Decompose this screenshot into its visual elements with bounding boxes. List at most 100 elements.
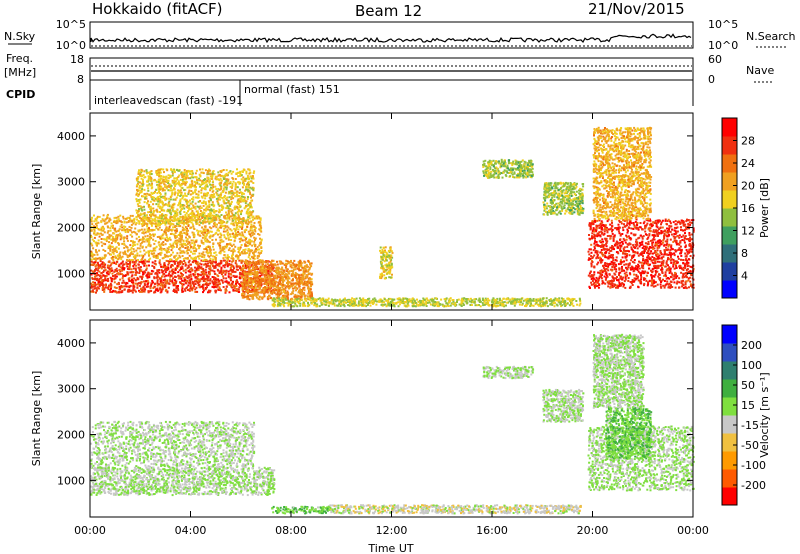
x-tick-label: 08:00 <box>275 524 307 537</box>
x-tick-label: 04:00 <box>175 524 207 537</box>
freq-label: Freq. <box>6 52 33 65</box>
colorbar-segment <box>722 226 737 245</box>
colorbar-tick-label: 15 <box>741 399 755 412</box>
y-tick-label: 4000 <box>57 337 85 350</box>
y-tick-label: 1000 <box>57 474 85 487</box>
colorbar-segment <box>722 379 737 398</box>
colorbar-tick-label: -50 <box>741 439 759 452</box>
power-panel: 1000 2000 3000 4000 Slant Range [km] 28 24 20 16… <box>30 112 771 311</box>
x-tick-label: 16:00 <box>476 524 508 537</box>
echo-region-6 <box>482 158 534 179</box>
y-tick-label: 4000 <box>57 130 85 143</box>
colorbar-tick-label: -100 <box>741 459 766 472</box>
echo-region-4 <box>482 365 535 380</box>
date-title: 21/Nov/2015 <box>588 0 685 18</box>
colorbar-label: Velocity [m s⁻¹] <box>758 372 771 457</box>
cpid-mode-1: interleavedscan (fast) -191 <box>94 94 243 107</box>
nsky-tick-top: 10^5 <box>56 18 86 31</box>
y-tick-label: 2000 <box>57 429 85 442</box>
colorbar-segment <box>722 118 737 137</box>
nsearch-tick-top: 10^5 <box>708 18 738 31</box>
echo-region-7 <box>542 181 585 216</box>
colorbar-segment <box>722 361 737 380</box>
echo-region-0 <box>90 466 276 497</box>
echo-region-3 <box>329 504 582 515</box>
colorbar-segment <box>722 262 737 281</box>
colorbar-tick-label: 12 <box>741 225 755 238</box>
freq-unit-label: [MHz] <box>4 66 36 79</box>
scatter-cells <box>90 333 695 515</box>
nsky-line <box>90 33 692 44</box>
colorbar-segment <box>722 469 737 488</box>
echo-region-5 <box>379 246 394 280</box>
colorbar-tick-label: -15 <box>741 419 759 432</box>
colorbar-segment <box>722 487 737 506</box>
colorbar-segment <box>722 397 737 416</box>
nave-tick-bottom: 0 <box>708 73 715 86</box>
cpid-mode-2: normal (fast) 151 <box>244 83 340 96</box>
echo-region-2 <box>271 505 331 515</box>
freq-panel-frame <box>89 57 694 81</box>
velocity-panel: 1000 2000 3000 4000 Slant Range [km] 200 100 50… <box>30 319 771 537</box>
echo-region-7 <box>605 407 653 460</box>
colorbar-tick-label: 24 <box>741 157 755 170</box>
nsky-tick-bottom: 10^0 <box>56 39 86 52</box>
colorbar-tick-label: 20 <box>741 180 755 193</box>
colorbar-segment <box>722 154 737 173</box>
nsearch-label: N.Search <box>746 30 796 43</box>
x-tick-label: 20:00 <box>577 524 609 537</box>
cpid-label: CPID <box>6 88 35 101</box>
echo-region-1 <box>90 420 256 469</box>
scatter-cells <box>90 126 695 308</box>
nsearch-tick-bottom: 10^0 <box>708 39 738 52</box>
colorbar: 200 100 50 15 -15 -50 -100 -200 Velocity [m s⁻¹] <box>721 324 771 506</box>
x-tick-label: 00:00 <box>677 524 709 537</box>
colorbar: 28 24 20 16 12 8 4 Power [dB] <box>721 117 771 299</box>
nave-label: Nave <box>746 64 774 77</box>
colorbar-segment <box>722 451 737 470</box>
echo-region-9 <box>592 126 653 221</box>
colorbar-segment <box>722 208 737 227</box>
freq-tick-bottom: 8 <box>77 73 84 86</box>
x-tick-label: 12:00 <box>376 524 408 537</box>
x-tick-label: 00:00 <box>74 524 106 537</box>
colorbar-tick-label: 28 <box>741 135 755 148</box>
y-tick-label: 3000 <box>57 176 85 189</box>
echo-region-2 <box>135 168 256 225</box>
echo-region-8 <box>592 333 645 409</box>
echo-region-5 <box>542 388 585 423</box>
colorbar-tick-label: 100 <box>741 359 762 372</box>
colorbar-segment <box>722 325 737 344</box>
colorbar-segment <box>722 280 737 299</box>
echo-region-3 <box>240 259 314 301</box>
y-tick-label: 1000 <box>57 267 85 280</box>
colorbar-segment <box>722 136 737 155</box>
nsky-trace <box>90 33 692 47</box>
echo-region-1 <box>90 213 263 262</box>
colorbar-frame <box>721 324 738 506</box>
beam-title: Beam 12 <box>355 2 422 20</box>
y-tick-label: 2000 <box>57 222 85 235</box>
colorbar-tick-label: 8 <box>741 247 748 260</box>
echo-region-8 <box>587 218 695 290</box>
colorbar-label: Power [dB] <box>758 178 771 238</box>
colorbar-tick-label: 200 <box>741 339 762 352</box>
colorbar-tick-label: -200 <box>741 479 766 492</box>
colorbar-tick-label: 50 <box>741 379 755 392</box>
y-axis-label: Slant Range [km] <box>30 164 43 260</box>
y-axis-label: Slant Range [km] <box>30 371 43 467</box>
station-title: Hokkaido (fitACF) <box>92 0 223 18</box>
colorbar-segment <box>722 190 737 209</box>
echo-region-4 <box>271 297 582 308</box>
colorbar-segment <box>722 172 737 191</box>
echo-region-0 <box>90 259 276 294</box>
nsky-label: N.Sky <box>4 30 36 43</box>
colorbar-tick-label: 16 <box>741 202 755 215</box>
colorbar-segment <box>722 244 737 263</box>
colorbar-segment <box>722 415 737 434</box>
colorbar-tick-label: 4 <box>741 270 748 283</box>
colorbar-segment <box>722 343 737 362</box>
y-tick-label: 3000 <box>57 383 85 396</box>
colorbar-segment <box>722 433 737 452</box>
